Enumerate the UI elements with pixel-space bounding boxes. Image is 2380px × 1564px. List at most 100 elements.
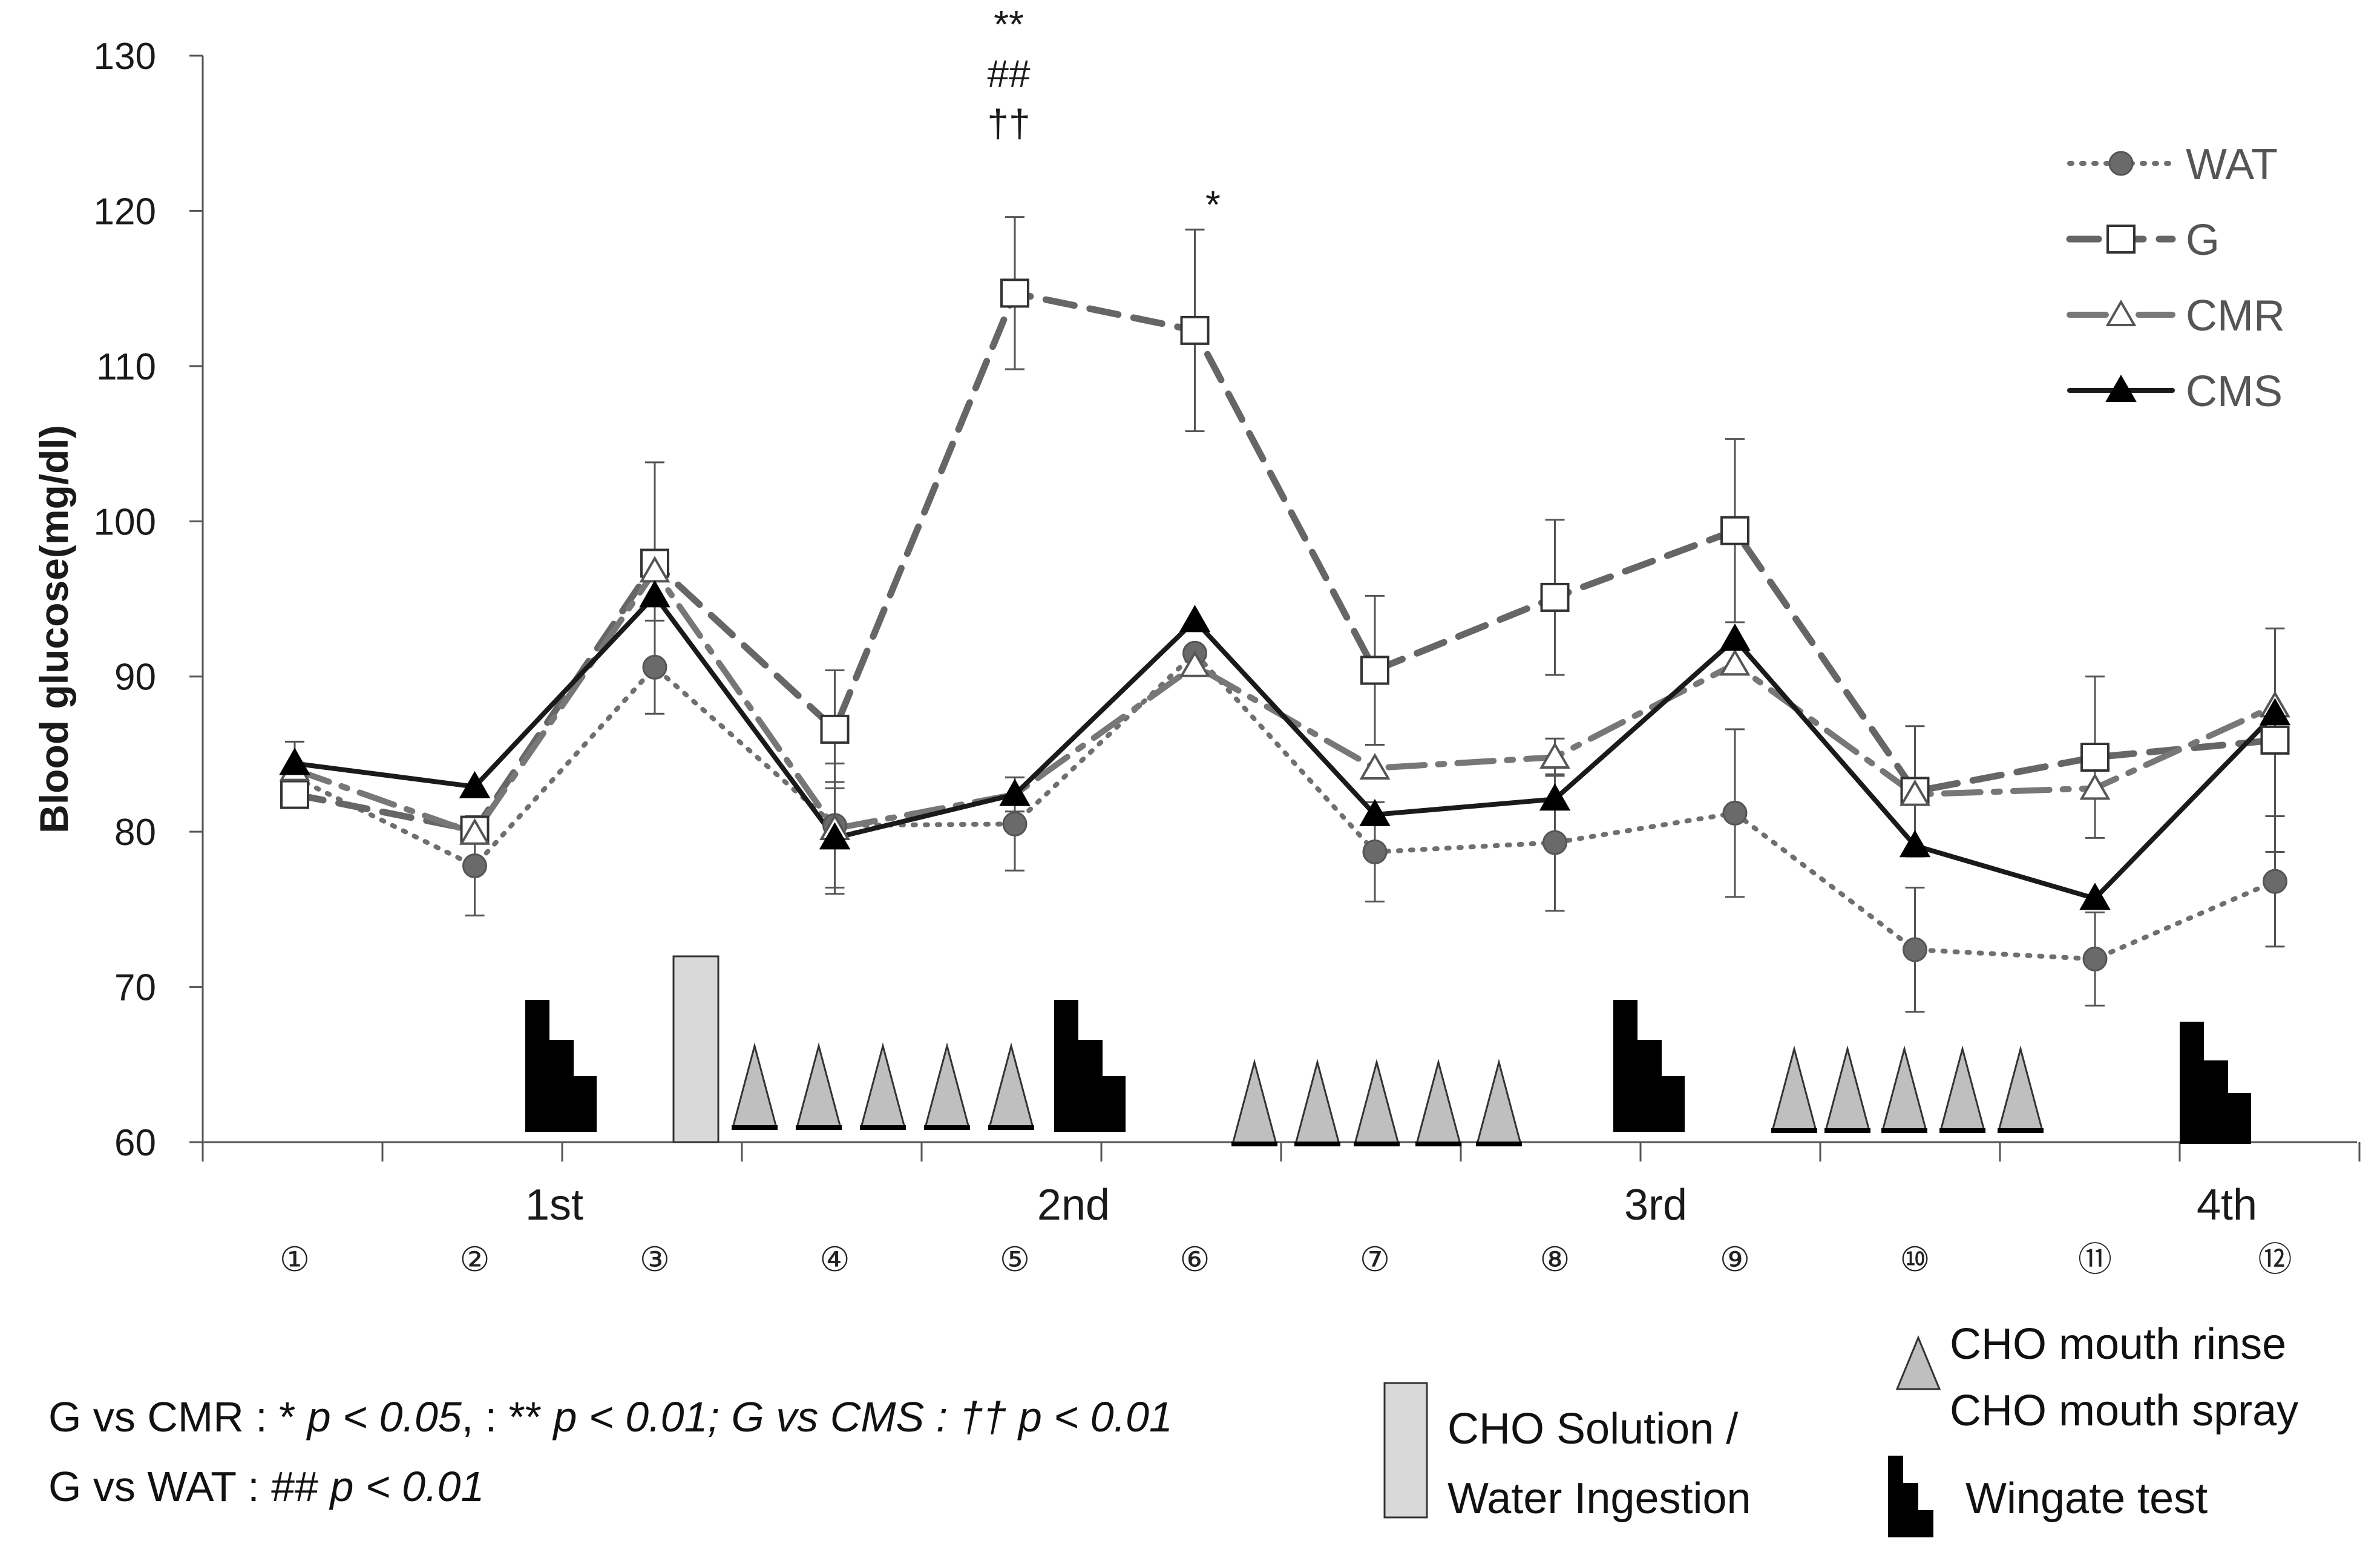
footnote-seg: ; (707, 1393, 731, 1441)
data-point-wat (1722, 800, 1748, 826)
data-point-cmr (1900, 779, 1930, 806)
mouth-rinse-spray-icon (1354, 1059, 1400, 1145)
mouth-rinse-spray-icon (1939, 1045, 1985, 1132)
significance-marks: ** ## †† * (987, 2, 1221, 226)
mouth-rinse-spray-icon (1998, 1045, 2044, 1132)
series-markers (279, 278, 2291, 971)
series-line-wat (292, 651, 2278, 962)
wingate-session-label: 2nd (1037, 1181, 1110, 1229)
series-line-cms (292, 593, 2278, 901)
mouth-rinse-spray-icon (1231, 1059, 1277, 1145)
mouth-rinse-spray-icon (1294, 1059, 1340, 1145)
error-bars (285, 216, 2285, 1013)
y-tick-label: 120 (94, 191, 156, 232)
axes (189, 54, 2361, 1162)
legend-label: CMR (2186, 292, 2285, 340)
wingate-session-label: 1st (525, 1181, 583, 1229)
series-line-cmr (292, 568, 2278, 836)
timepoint-label: ② (459, 1240, 490, 1278)
data-point-g (1000, 278, 1029, 308)
legend-label: G (2186, 216, 2220, 264)
footnote-seg: G vs CMR : * (48, 1393, 307, 1441)
data-point-cms (279, 748, 310, 775)
footnote-seg: G vs (731, 1393, 818, 1441)
footnote-line-2: G vs WAT : ## p < 0.01 (48, 1463, 484, 1510)
data-point-cms (2079, 882, 2111, 910)
y-tick-label: 130 (94, 36, 156, 77)
data-point-wat (1903, 937, 1927, 962)
data-point-cms (639, 580, 670, 608)
wingate-test-icon (1054, 1000, 1126, 1132)
footnote-seg: p < 0.01 (1017, 1393, 1173, 1441)
wingate-test-icon (1613, 1000, 1685, 1132)
rinse-key-label-2: CHO mouth spray (1950, 1387, 2298, 1435)
mouth-rinse-spray-icon (988, 1042, 1034, 1129)
y-tick-label: 70 (114, 967, 156, 1009)
data-point-cmr (1539, 742, 1570, 769)
mouth-rinse-spray-icon (1415, 1059, 1461, 1145)
rinse-key-label-1: CHO mouth rinse (1950, 1320, 2286, 1368)
mouth-rinse-spray-icon (924, 1042, 970, 1129)
event-key: CHO Solution / Water Ingestion CHO mouth… (1383, 1320, 2298, 1537)
data-point-cms (999, 778, 1031, 806)
significance-mark: ** (994, 2, 1024, 46)
wingate-session-label: 3rd (1624, 1181, 1687, 1229)
timepoint-label: ⑤ (1000, 1240, 1030, 1278)
wingate-key-label: Wingate test (1965, 1474, 2208, 1523)
footnote-seg: p < 0.01 (552, 1393, 707, 1441)
wingate-test-icon (525, 1000, 597, 1132)
significance-mark: †† (987, 102, 1030, 145)
data-point-cms (459, 770, 491, 798)
event-markers (525, 955, 2251, 1146)
footnote: G vs CMR : * p < 0.05, : ** p < 0.01; G … (48, 1393, 1173, 1510)
legend-marker-cmr (2105, 300, 2137, 326)
ingestion-key-label-2: Water Ingestion (1447, 1474, 1751, 1523)
legend-label: CMS (2186, 367, 2283, 416)
legend-marker-cms (2105, 374, 2137, 402)
timepoint-label: ⑨ (1720, 1240, 1750, 1278)
data-point-wat (1362, 839, 1388, 864)
ingestion-key-label-1: CHO Solution / (1447, 1405, 1738, 1453)
data-point-g (280, 780, 309, 809)
timepoint-label: ④ (819, 1240, 850, 1278)
data-point-g (2260, 725, 2290, 755)
cho-solution-ingestion-bar (672, 955, 720, 1143)
wingate-key-icon (1888, 1456, 1933, 1537)
data-point-wat (1542, 830, 1567, 855)
data-point-cmr (1719, 649, 1751, 676)
timepoint-label: ⑪ (2078, 1240, 2112, 1278)
data-point-cms (1539, 783, 1571, 811)
series-lines (291, 289, 2278, 962)
footnote-seg: , : ** (462, 1393, 554, 1441)
footnote-seg: G vs WAT : ## (48, 1463, 330, 1510)
ingestion-key-icon (1383, 1382, 1428, 1519)
data-point-wat (2082, 946, 2108, 971)
mouth-rinse-spray-icon (732, 1042, 778, 1129)
mouth-rinse-spray-icon (1824, 1045, 1870, 1132)
legend: WAT G CMR CMS (2066, 140, 2285, 416)
data-point-cmr (1359, 753, 1391, 780)
mouth-rinse-spray-icon (860, 1042, 906, 1129)
data-point-g (1180, 315, 1210, 345)
mouth-rinse-spray-icon (1881, 1045, 1927, 1132)
mouth-rinse-spray-icon (1476, 1059, 1522, 1145)
wingate-session-label: 4th (2197, 1181, 2257, 1229)
data-point-wat (642, 654, 667, 680)
timepoint-label: ① (280, 1240, 310, 1278)
y-tick-label: 60 (114, 1122, 156, 1164)
timepoint-label: ③ (640, 1240, 670, 1278)
data-point-cms (1719, 623, 1751, 651)
data-point-g (1540, 582, 1570, 612)
data-point-cms (1179, 605, 1211, 632)
significance-mark: ## (987, 52, 1031, 96)
rinse-key-icon (1895, 1335, 1941, 1390)
data-point-cms (2259, 698, 2291, 726)
timepoint-label: ⑩ (1900, 1240, 1930, 1278)
significance-mark: * (1205, 183, 1221, 226)
timepoint-label: ⑧ (1539, 1240, 1570, 1278)
series-line-g (291, 289, 2278, 834)
data-point-g (1360, 656, 1389, 685)
legend-marker-wat (2108, 151, 2134, 176)
timepoint-label: ⑫ (2258, 1240, 2292, 1278)
